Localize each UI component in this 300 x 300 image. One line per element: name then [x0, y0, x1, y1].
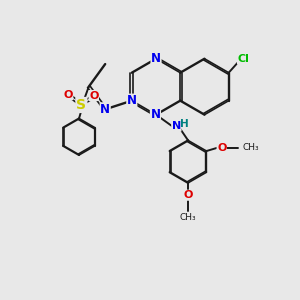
Text: N: N: [150, 108, 161, 121]
Text: O: O: [183, 190, 193, 200]
Text: O: O: [217, 142, 226, 152]
Text: CH₃: CH₃: [180, 214, 196, 223]
Text: N: N: [172, 121, 181, 131]
Text: S: S: [76, 98, 86, 112]
Text: N: N: [151, 52, 161, 65]
Text: O: O: [89, 91, 98, 100]
Text: O: O: [64, 90, 73, 100]
Text: CH₃: CH₃: [243, 143, 260, 152]
Text: N: N: [100, 103, 110, 116]
Text: Cl: Cl: [238, 54, 249, 64]
Text: N: N: [127, 94, 137, 107]
Text: H: H: [180, 119, 189, 129]
